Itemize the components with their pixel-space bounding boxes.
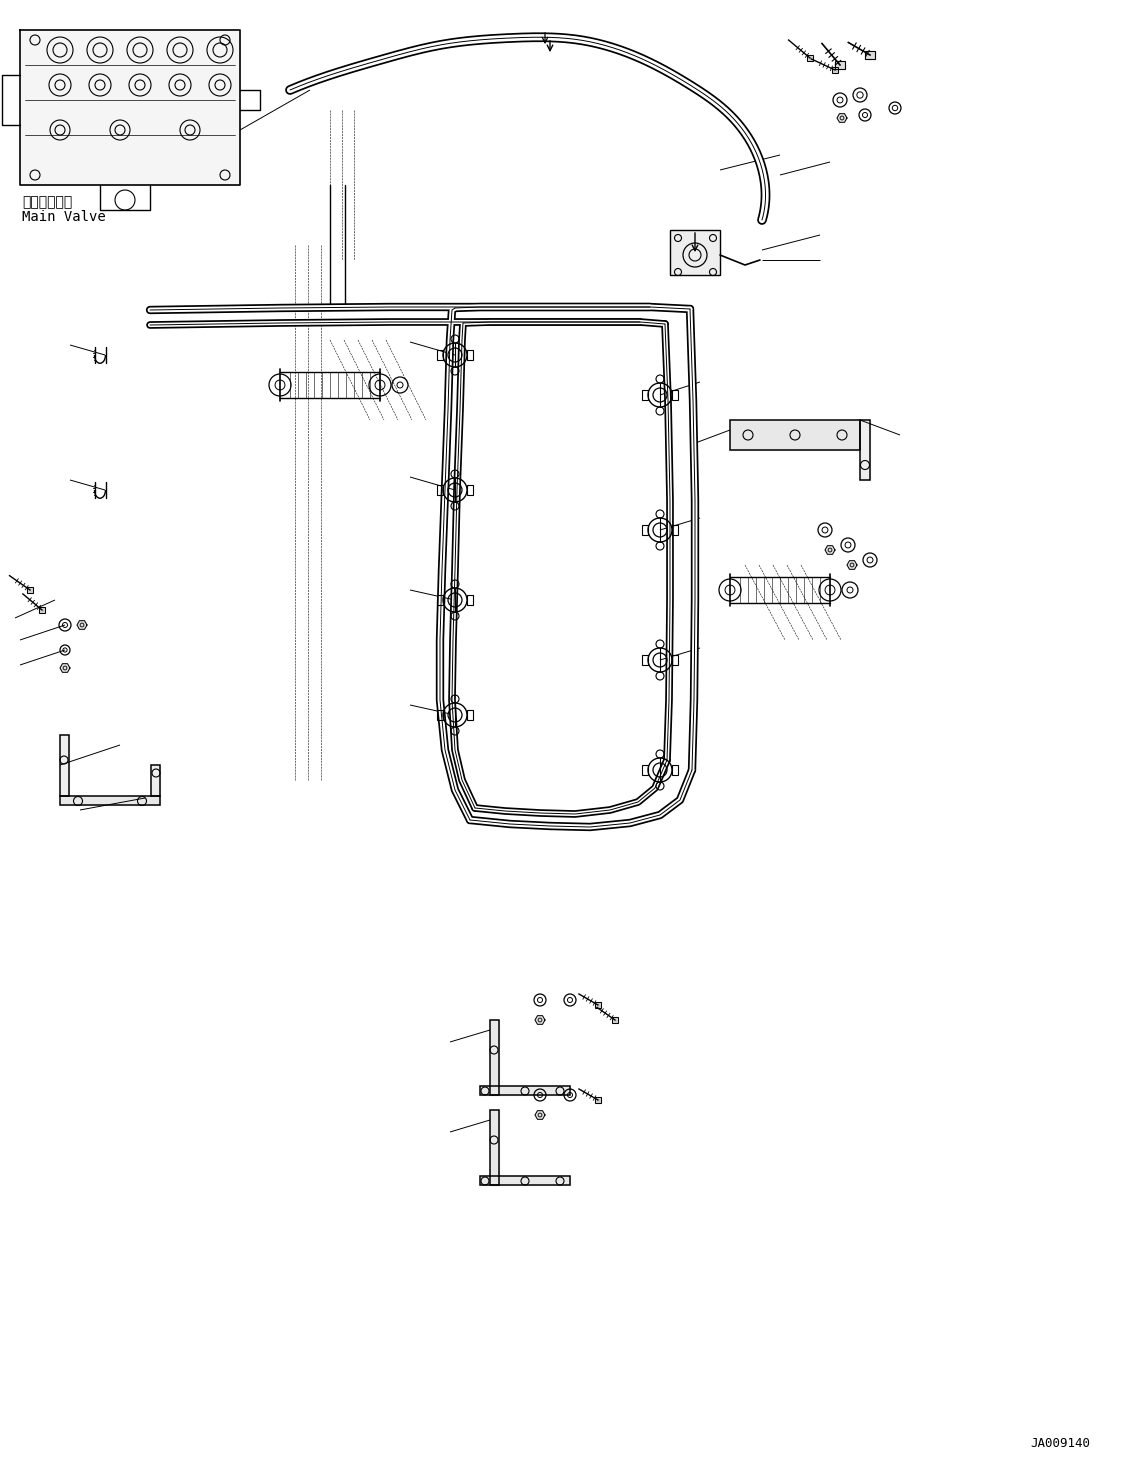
Bar <box>480 1176 570 1185</box>
Bar <box>489 1110 499 1185</box>
Bar <box>27 587 33 593</box>
Bar <box>672 390 678 400</box>
Bar <box>670 229 720 275</box>
Bar <box>480 1086 570 1094</box>
Bar <box>672 524 678 535</box>
Bar <box>60 735 68 796</box>
Bar <box>642 655 648 665</box>
Bar <box>489 1110 499 1185</box>
Polygon shape <box>535 1015 545 1024</box>
Bar <box>642 766 648 774</box>
Polygon shape <box>60 663 70 672</box>
Bar <box>437 710 443 720</box>
Bar <box>865 51 875 58</box>
Bar <box>670 229 720 275</box>
Bar <box>807 56 814 61</box>
Bar <box>672 766 678 774</box>
Bar <box>467 351 474 359</box>
Bar <box>730 419 860 450</box>
Bar <box>467 710 474 720</box>
Bar <box>21 31 240 186</box>
Bar <box>807 56 814 61</box>
Bar <box>612 1017 618 1023</box>
Bar <box>467 595 474 605</box>
Bar <box>860 419 869 481</box>
Bar <box>672 655 678 665</box>
Bar <box>594 1097 601 1103</box>
Polygon shape <box>847 561 857 570</box>
Bar <box>832 67 837 73</box>
Text: Main Valve: Main Valve <box>22 210 106 224</box>
Bar <box>437 485 443 495</box>
Bar <box>39 606 44 614</box>
Bar <box>642 524 648 535</box>
Bar <box>835 61 845 69</box>
Bar <box>480 1176 570 1185</box>
Polygon shape <box>837 114 847 123</box>
Bar <box>594 1002 601 1008</box>
Text: メインバルブ: メインバルブ <box>22 194 72 209</box>
Polygon shape <box>535 1110 545 1119</box>
Bar <box>437 595 443 605</box>
Bar <box>39 606 44 614</box>
Text: JA009140: JA009140 <box>1030 1438 1090 1449</box>
Bar <box>594 1097 601 1103</box>
Bar <box>437 351 443 359</box>
Bar <box>60 796 160 805</box>
Bar <box>467 485 474 495</box>
Bar <box>151 766 160 796</box>
Bar <box>489 1020 499 1094</box>
Bar <box>835 61 845 69</box>
Bar <box>832 67 837 73</box>
Polygon shape <box>825 545 835 554</box>
Bar <box>27 587 33 593</box>
Bar <box>480 1086 570 1094</box>
Bar <box>865 51 875 58</box>
Bar <box>60 796 160 805</box>
Bar <box>730 419 860 450</box>
Bar <box>612 1017 618 1023</box>
Bar <box>60 735 68 796</box>
Bar <box>151 766 160 796</box>
Bar <box>489 1020 499 1094</box>
Bar <box>860 419 869 481</box>
Bar <box>642 390 648 400</box>
Polygon shape <box>76 621 87 630</box>
Bar <box>594 1002 601 1008</box>
